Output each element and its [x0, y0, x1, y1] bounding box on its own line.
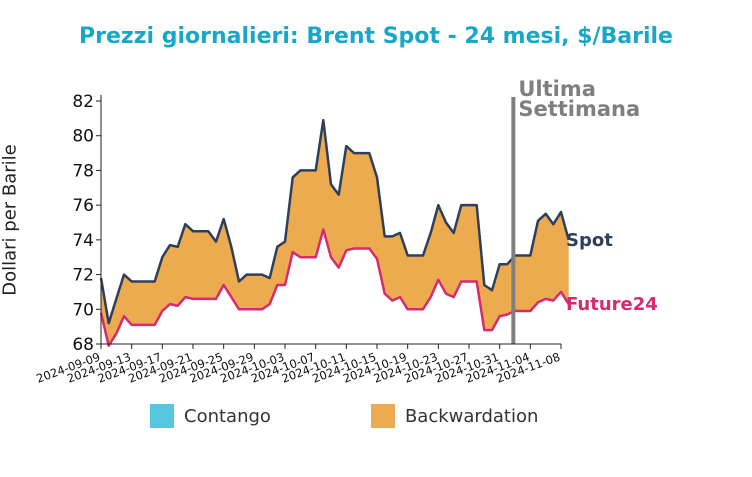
last-week-label-line2: Settimana	[518, 97, 640, 121]
series-label-future24: Future24	[566, 294, 658, 315]
legend-label-contango: Contango	[184, 405, 271, 427]
last-week-label-line1: Ultima	[518, 77, 596, 101]
legend-swatch-backwardation	[370, 404, 395, 428]
series-label-spot: Spot	[566, 230, 613, 251]
legend-item-backwardation: Backwardation	[370, 404, 539, 428]
legend-swatch-contango	[150, 404, 174, 428]
legend: Contango Backwardation	[150, 404, 538, 428]
series-line-future24	[99, 228, 570, 347]
y-tick-label: 74	[72, 231, 94, 251]
legend-label-backwardation: Backwardation	[404, 405, 539, 427]
y-tick-label: 82	[72, 92, 94, 112]
y-tick-label: 76	[72, 196, 94, 216]
y-tick-label: 68	[72, 335, 94, 355]
legend-item-contango: Contango	[150, 404, 271, 428]
y-tick-label: 78	[72, 161, 94, 181]
series-line-spot	[99, 118, 570, 325]
y-tick-label: 70	[72, 300, 94, 320]
y-tick-label: 72	[72, 266, 94, 286]
chart-title: Prezzi giornalieri: Brent Spot - 24 mesi…	[79, 24, 673, 49]
backwardation-fill	[101, 120, 569, 346]
y-tick-label: 80	[72, 127, 94, 147]
